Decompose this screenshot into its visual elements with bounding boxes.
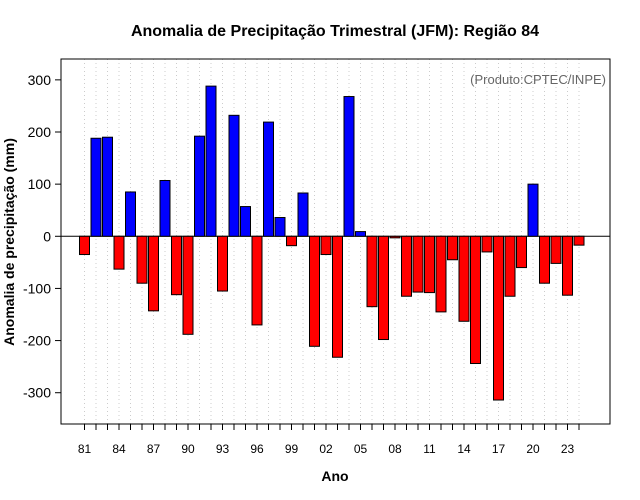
- plot-area-frame: [60, 58, 611, 425]
- x-axis: 81 84 87 90 93 96 99 02 05 08 11 14 17 20 23: [78, 424, 580, 456]
- bar-1992: [205, 85, 217, 237]
- bar-1990: [182, 235, 194, 335]
- bar-1999: [286, 235, 297, 247]
- y-tick-label: -200: [23, 333, 51, 349]
- x-tick-label: 87: [147, 442, 161, 456]
- bar-1988: [159, 179, 171, 237]
- bar-2022: [550, 235, 562, 264]
- bar-1994: [228, 114, 240, 237]
- bar-1981: [79, 235, 90, 256]
- bar-2008: [389, 235, 401, 239]
- x-axis-label: Ano: [321, 468, 348, 484]
- bar-2023: [562, 235, 573, 296]
- bar-2016: [481, 235, 493, 253]
- x-tick-label: 96: [250, 442, 264, 456]
- bar-2017: [493, 235, 504, 401]
- x-tick-label: 17: [492, 442, 506, 456]
- y-tick-label: -100: [23, 280, 51, 296]
- y-tick-label: 0: [43, 228, 51, 244]
- bar-2024: [573, 235, 585, 246]
- y-axis: -300 -200 -100 0 100 200 300: [23, 72, 61, 401]
- bar-2013: [447, 235, 458, 261]
- bar-2002: [320, 235, 332, 256]
- bar-2003: [332, 235, 343, 358]
- bar-2000: [297, 192, 309, 237]
- y-tick-label: 100: [28, 176, 52, 192]
- bar-2018: [504, 235, 516, 297]
- bar-1996: [251, 235, 263, 326]
- bar-2009: [401, 235, 412, 297]
- bar-2007: [378, 235, 389, 341]
- y-tick-label: -300: [23, 385, 51, 401]
- x-tick-label: 02: [319, 442, 333, 456]
- y-axis-label: Anomalia de precipitação (mm): [1, 138, 17, 346]
- bar-2006: [366, 235, 378, 308]
- x-tick-label: 20: [526, 442, 540, 456]
- x-tick-label: 81: [78, 442, 92, 456]
- bar-1997: [263, 121, 274, 237]
- bar-2014: [458, 235, 470, 322]
- bar-1983: [102, 136, 113, 237]
- x-tick-label: 11: [423, 442, 436, 456]
- x-tick-label: 14: [457, 442, 471, 456]
- bar-2001: [309, 235, 320, 347]
- bar-1985: [125, 191, 136, 237]
- bar-1987: [148, 235, 159, 312]
- bar-2015: [470, 235, 481, 365]
- x-tick-label: 08: [388, 442, 402, 456]
- bar-2019: [516, 235, 527, 269]
- x-tick-label: 05: [354, 442, 368, 456]
- x-tick-label: 84: [112, 442, 126, 456]
- credit-text: (Produto:CPTEC/INPE): [470, 72, 606, 87]
- x-tick-label: 90: [181, 442, 195, 456]
- bar-2012: [435, 235, 447, 313]
- bar-1982: [90, 137, 102, 237]
- y-tick-label: 200: [28, 124, 52, 140]
- bar-2010: [412, 235, 424, 293]
- bar-1989: [171, 235, 182, 296]
- bar-2021: [539, 235, 550, 284]
- bar-1995: [240, 206, 251, 237]
- bar-1998: [274, 217, 286, 237]
- x-tick-label: 23: [561, 442, 575, 456]
- bar-1993: [217, 235, 228, 292]
- bar-1986: [136, 235, 148, 284]
- bar-1991: [194, 135, 205, 237]
- bar-1984: [113, 235, 125, 270]
- x-tick-label: 93: [216, 442, 230, 456]
- bars-group: [79, 85, 585, 401]
- chart-title: Anomalia de Precipitação Trimestral (JFM…: [131, 23, 539, 40]
- bar-2004: [343, 96, 355, 237]
- y-tick-label: 300: [28, 72, 52, 88]
- x-tick-label: 99: [285, 442, 299, 456]
- bar-2005: [355, 231, 366, 237]
- bar-2011: [424, 235, 435, 294]
- bar-2020: [527, 183, 539, 237]
